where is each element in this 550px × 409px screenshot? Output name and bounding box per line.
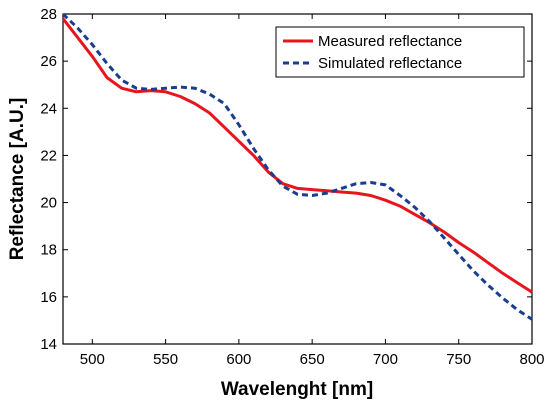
- plot-frame: [62, 13, 533, 345]
- legend-label-simulated: Simulated reflectance: [318, 55, 462, 72]
- legend-box: [275, 26, 525, 78]
- y-tick-label: 16: [40, 289, 57, 306]
- axis-ticks: 500 550 600 650 700 750 800 14 16 18 20 22 24 26 28: [40, 6, 544, 368]
- x-tick-label: 750: [446, 351, 471, 368]
- y-tick-label: 20: [40, 195, 57, 212]
- x-tick-label: 700: [373, 351, 398, 368]
- measured-reflectance-line: [61, 17, 533, 294]
- y-tick-label: 22: [40, 147, 57, 164]
- legend-label-measured: Measured reflectance: [318, 33, 462, 50]
- y-tick-label: 18: [40, 242, 57, 259]
- x-tick-label: 550: [153, 351, 178, 368]
- y-tick-label: 28: [40, 6, 57, 23]
- x-tick-label: 800: [519, 351, 544, 368]
- y-tick-label: 24: [40, 100, 57, 117]
- y-axis-title: Reflectance [A.U.]: [7, 98, 28, 261]
- simulated-reflectance-line: [61, 12, 533, 321]
- y-tick-label: 26: [40, 53, 57, 70]
- x-tick-label: 500: [80, 351, 105, 368]
- plot-area: [62, 13, 533, 345]
- legend: Measured reflectance Simulated reflectan…: [275, 26, 525, 78]
- x-tick-label: 600: [226, 351, 251, 368]
- x-axis-title: Wavelenght [nm]: [221, 379, 373, 400]
- y-tick-label: 14: [40, 336, 57, 353]
- x-tick-label: 650: [300, 351, 325, 368]
- series-lines: [61, 12, 533, 321]
